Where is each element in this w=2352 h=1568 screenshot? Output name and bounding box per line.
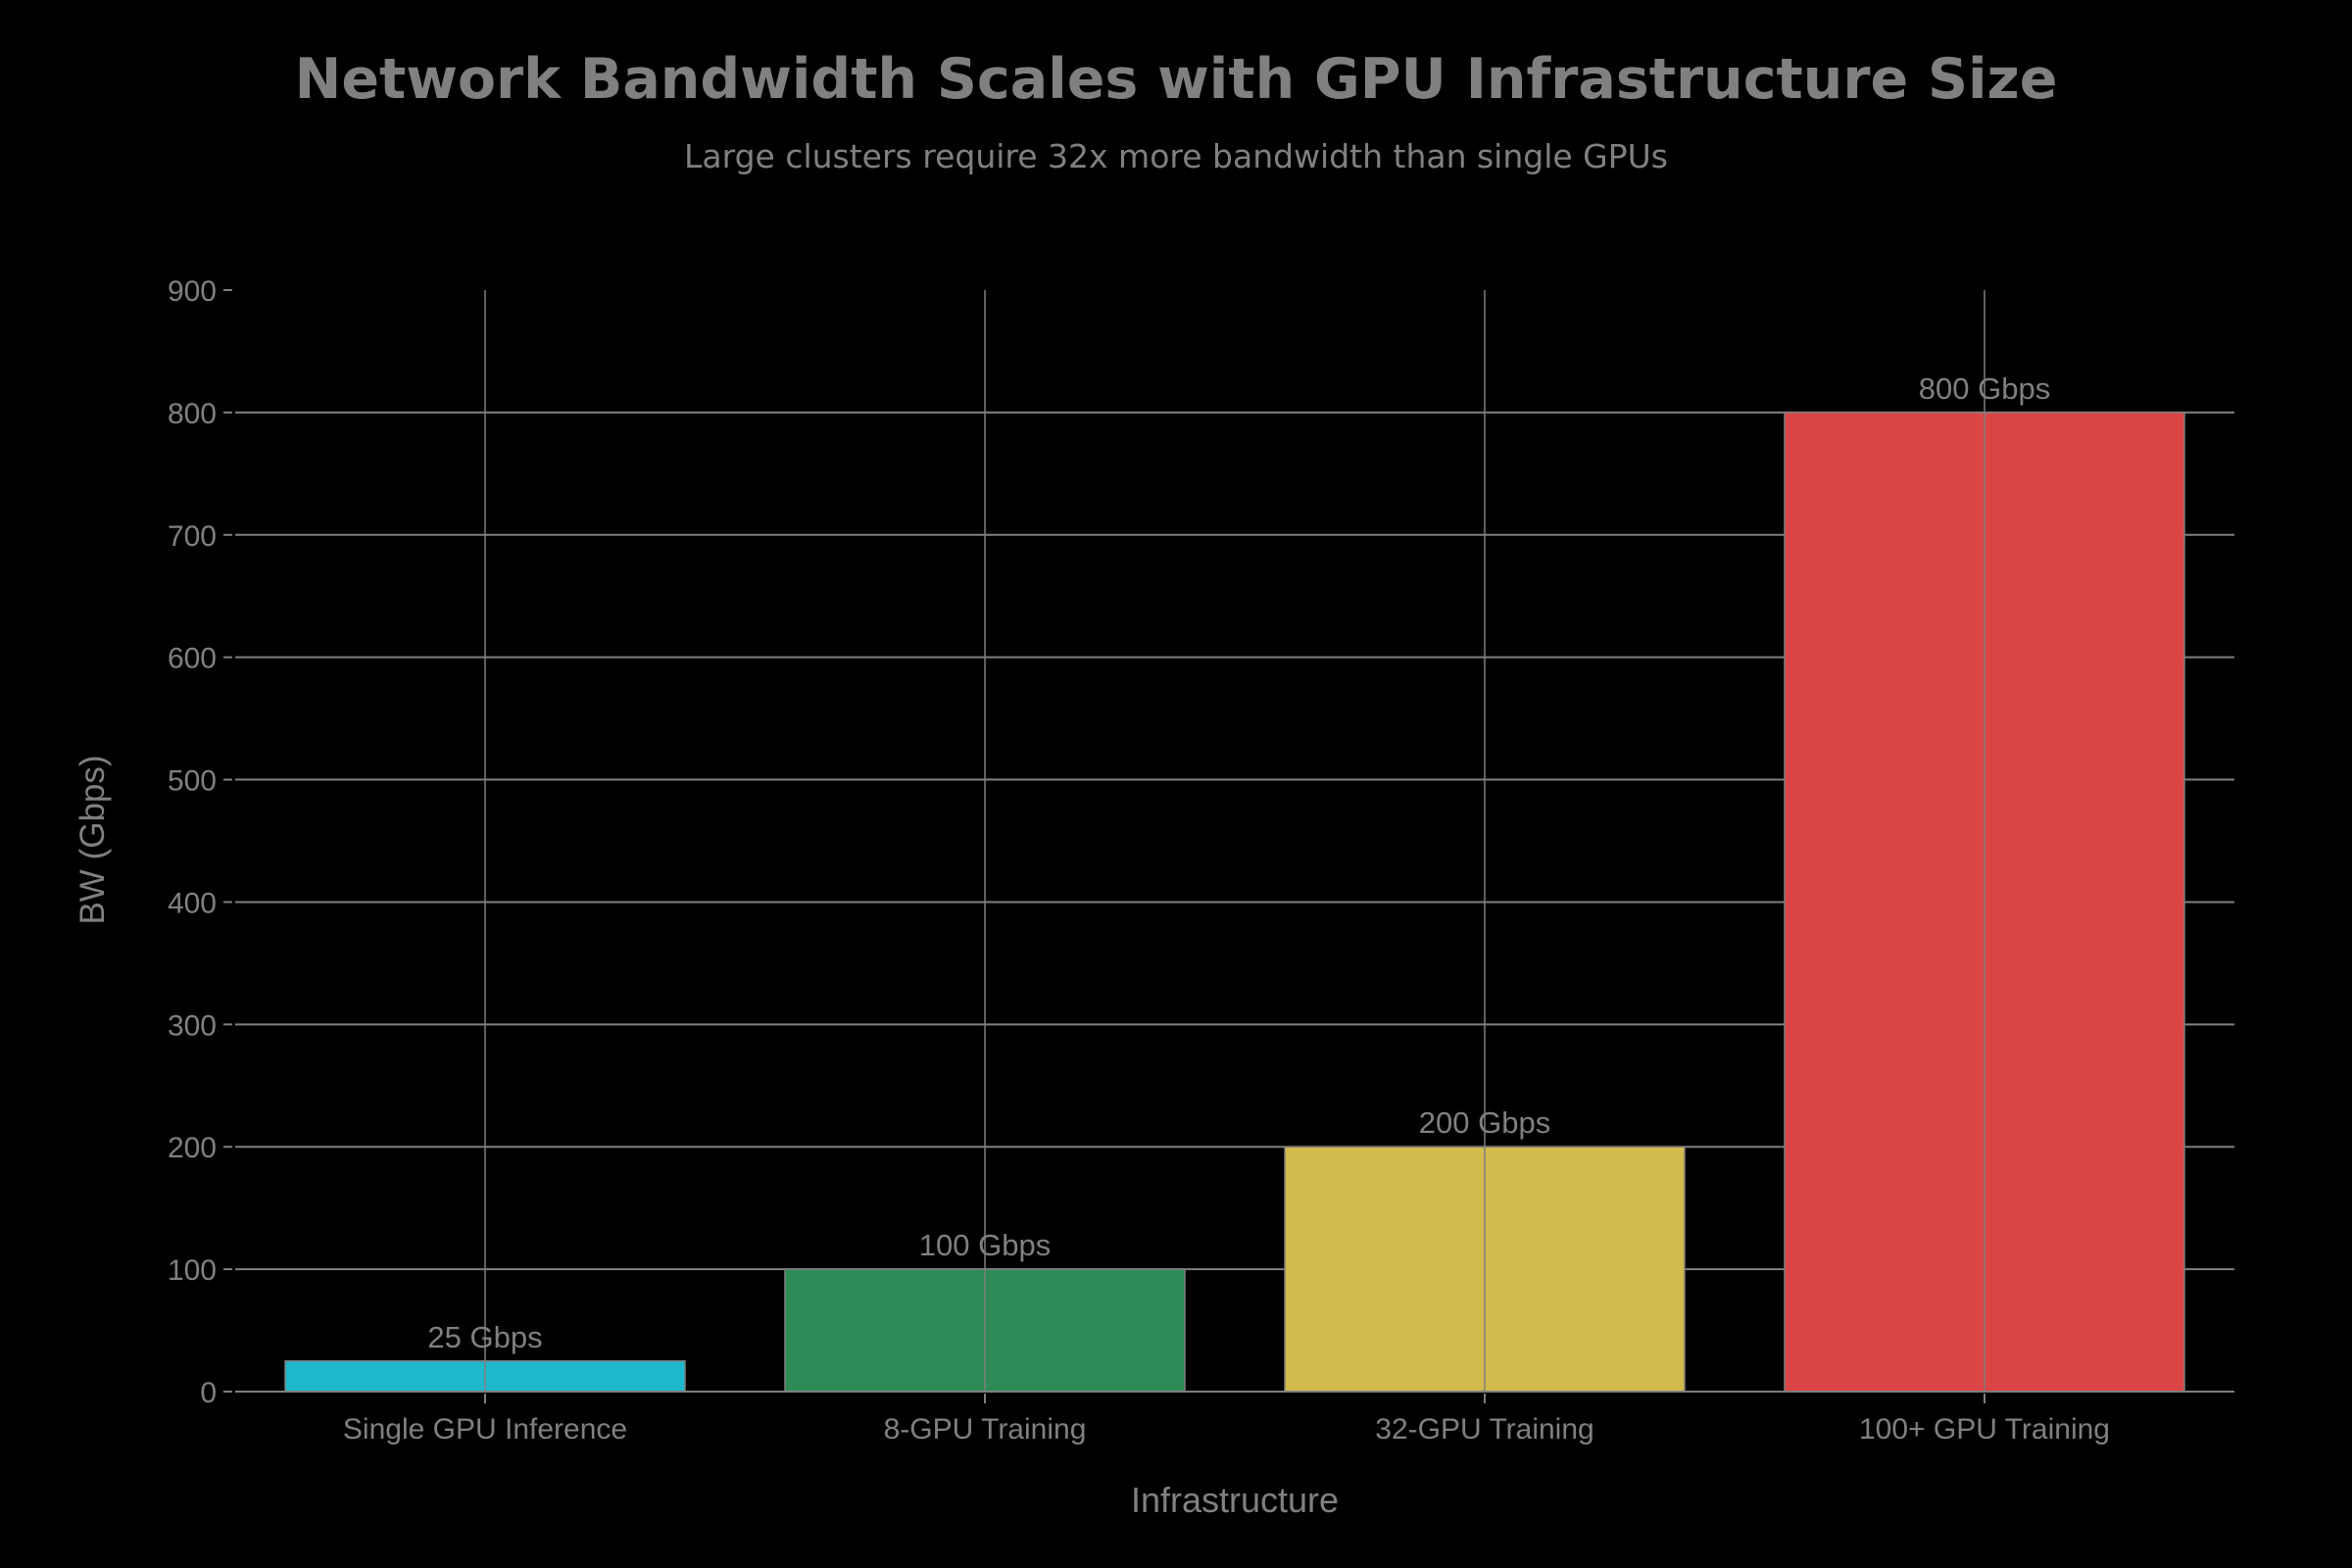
y-tick-label: 500 bbox=[168, 765, 217, 798]
data-label: 25 Gbps bbox=[427, 1320, 542, 1354]
y-tick-label: 200 bbox=[168, 1132, 217, 1164]
y-tick-label: 900 bbox=[168, 275, 217, 308]
chart-title: Network Bandwidth Scales with GPU Infras… bbox=[294, 47, 2058, 112]
x-tick-label: 100+ GPU Training bbox=[1859, 1413, 2110, 1446]
x-tick-label: Single GPU Inference bbox=[343, 1413, 627, 1446]
data-label: 200 Gbps bbox=[1419, 1105, 1550, 1140]
vertical-gridlines bbox=[484, 290, 1985, 1392]
data-label: 800 Gbps bbox=[1919, 371, 2050, 406]
axes: 0 100 200 300 400 500 600 700 800 900 Single GPU I… bbox=[168, 275, 2234, 1446]
data-labels: 25 Gbps 100 Gbps 200 Gbps 800 Gbps bbox=[427, 371, 2050, 1354]
x-axis-title: Infrastructure bbox=[1130, 1480, 1340, 1520]
y-tick-label: 700 bbox=[168, 520, 217, 553]
y-tick-label: 300 bbox=[168, 1009, 217, 1042]
y-tick-label: 0 bbox=[200, 1377, 217, 1409]
y-tick-label: 600 bbox=[168, 643, 217, 675]
y-axis-title: BW (Gbps) bbox=[74, 755, 112, 925]
y-tick-label: 800 bbox=[168, 398, 217, 430]
data-label: 100 Gbps bbox=[919, 1228, 1051, 1262]
y-tick-label: 400 bbox=[168, 887, 217, 919]
x-tick-label: 8-GPU Training bbox=[884, 1413, 1087, 1446]
x-tick-label: 32-GPU Training bbox=[1375, 1413, 1593, 1446]
y-tick-label: 100 bbox=[168, 1254, 217, 1287]
chart-subtitle: Large clusters require 32x more bandwidt… bbox=[683, 137, 1668, 175]
